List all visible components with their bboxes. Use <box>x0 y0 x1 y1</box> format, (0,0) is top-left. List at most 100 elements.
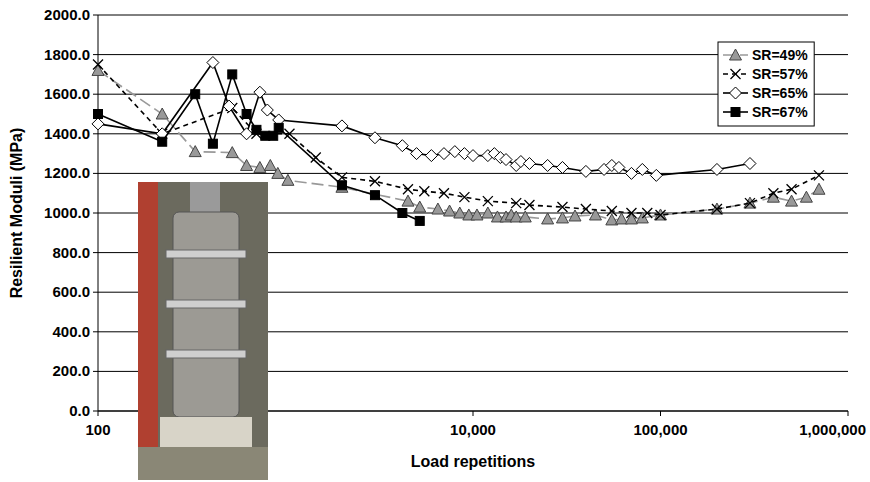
series-line <box>98 70 819 219</box>
x-axis-title: Load repetitions <box>411 453 536 470</box>
data-point <box>581 204 591 214</box>
data-point <box>744 197 756 208</box>
data-point <box>744 158 756 170</box>
data-point <box>483 196 493 206</box>
data-point <box>241 128 253 140</box>
y-tick-label: 1000.0 <box>44 204 90 221</box>
data-point <box>398 209 407 218</box>
series <box>92 64 825 224</box>
data-point <box>524 200 534 210</box>
legend-label: SR=65% <box>752 85 808 101</box>
y-tick <box>93 331 98 332</box>
plot-area <box>92 57 825 226</box>
data-point <box>814 170 824 180</box>
x-tick-label: 10,000 <box>450 421 496 438</box>
y-tick-label: 1400.0 <box>44 125 90 142</box>
photo-piston <box>190 182 220 212</box>
data-point <box>482 207 494 218</box>
series <box>92 57 756 182</box>
data-point <box>712 204 722 214</box>
data-point <box>396 140 408 152</box>
y-tick-label: 0.0 <box>69 402 90 419</box>
data-point <box>242 110 251 119</box>
data-point <box>425 150 437 162</box>
photo-background <box>138 182 268 480</box>
data-point <box>768 188 778 198</box>
x-tick <box>848 411 849 416</box>
photo-ring <box>166 250 246 258</box>
photo-frame <box>138 182 158 480</box>
legend-label: SR=49% <box>752 47 808 63</box>
data-point <box>626 208 636 218</box>
data-point <box>158 137 167 146</box>
data-point <box>613 161 625 173</box>
y-tick-label: 2000.0 <box>44 6 90 23</box>
grid-line <box>98 133 848 134</box>
x-tick <box>660 411 661 416</box>
data-point <box>636 163 648 175</box>
data-point <box>800 191 812 202</box>
data-point <box>625 213 637 224</box>
data-point <box>411 148 423 160</box>
data-point <box>274 123 283 132</box>
data-point <box>438 148 450 160</box>
data-point <box>519 211 531 222</box>
data-point <box>370 191 379 200</box>
data-point <box>336 181 348 192</box>
data-point <box>656 210 666 220</box>
y-axis-title: Resilient Moduli (MPa) <box>8 128 25 299</box>
data-point <box>523 158 535 170</box>
y-tick <box>93 411 98 412</box>
data-point <box>745 198 755 208</box>
grid-line <box>98 15 848 16</box>
y-tick <box>93 252 98 253</box>
y-tick-label: 1800.0 <box>44 46 90 63</box>
data-point <box>557 202 567 212</box>
photo-inset <box>138 182 268 480</box>
data-point <box>444 205 456 216</box>
data-point <box>449 146 461 158</box>
y-tick <box>93 133 98 134</box>
legend: SR=49% SR=57% SR=65% SR=67% <box>718 42 814 126</box>
data-point <box>500 154 512 166</box>
legend-label: SR=67% <box>752 104 808 120</box>
y-tick <box>93 292 98 293</box>
y-tick-label: 200.0 <box>52 362 90 379</box>
data-point <box>439 188 449 198</box>
x-tick-label: 100 <box>85 421 110 438</box>
series <box>93 60 824 220</box>
data-point <box>254 86 266 98</box>
legend-marker <box>730 49 742 60</box>
photo-ring <box>166 300 246 308</box>
y-tick-label: 400.0 <box>52 323 90 340</box>
data-point <box>336 120 348 132</box>
data-point <box>556 161 568 173</box>
y-tick <box>93 213 98 214</box>
legend-label: SR=57% <box>752 66 808 82</box>
data-point <box>414 201 426 212</box>
grid-line <box>98 173 848 174</box>
chart: 0.0200.0400.0600.0800.01000.01200.01400.… <box>0 0 870 482</box>
data-point <box>94 110 103 119</box>
y-tick <box>93 371 98 372</box>
legend-box <box>718 42 814 126</box>
y-tick <box>93 54 98 55</box>
data-point <box>786 195 798 206</box>
data-point <box>580 165 592 177</box>
legend-marker <box>731 108 740 117</box>
data-point <box>616 213 628 224</box>
data-point <box>642 208 652 218</box>
data-point <box>711 163 723 175</box>
data-point <box>569 210 581 221</box>
data-point <box>467 150 479 162</box>
data-point <box>419 186 429 196</box>
data-point <box>228 70 237 79</box>
y-tick <box>93 173 98 174</box>
data-point <box>282 174 294 185</box>
data-point <box>92 118 104 130</box>
data-point <box>556 212 568 223</box>
data-point <box>189 146 201 157</box>
photo-ring <box>166 350 246 358</box>
data-point <box>252 125 261 134</box>
y-tick-label: 600.0 <box>52 283 90 300</box>
